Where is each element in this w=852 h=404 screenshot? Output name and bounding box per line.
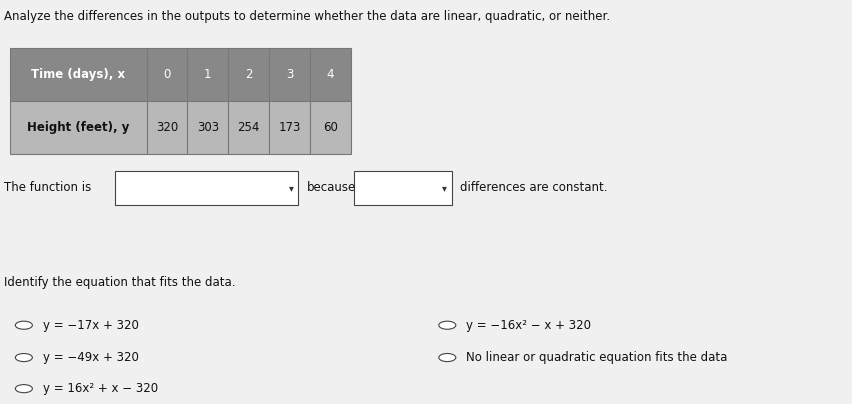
Text: differences are constant.: differences are constant. <box>460 181 607 194</box>
Circle shape <box>15 385 32 393</box>
Text: y = −49x + 320: y = −49x + 320 <box>43 351 139 364</box>
Text: 303: 303 <box>197 121 219 134</box>
Text: y = 16x² + x − 320: y = 16x² + x − 320 <box>43 382 158 395</box>
Text: The function is: The function is <box>4 181 91 194</box>
Text: ▾: ▾ <box>442 183 447 193</box>
Text: No linear or quadratic equation fits the data: No linear or quadratic equation fits the… <box>466 351 728 364</box>
Text: 0: 0 <box>164 68 170 81</box>
FancyBboxPatch shape <box>310 101 351 154</box>
Circle shape <box>439 321 456 329</box>
Text: y = −17x + 320: y = −17x + 320 <box>43 319 139 332</box>
FancyBboxPatch shape <box>228 48 269 101</box>
Text: 4: 4 <box>327 68 334 81</box>
FancyBboxPatch shape <box>147 48 187 101</box>
FancyBboxPatch shape <box>10 101 147 154</box>
Circle shape <box>15 354 32 362</box>
FancyBboxPatch shape <box>228 101 269 154</box>
Text: 1: 1 <box>204 68 211 81</box>
FancyBboxPatch shape <box>187 101 228 154</box>
Circle shape <box>439 354 456 362</box>
FancyBboxPatch shape <box>187 48 228 101</box>
Text: 173: 173 <box>279 121 301 134</box>
Circle shape <box>15 321 32 329</box>
FancyBboxPatch shape <box>10 48 147 101</box>
FancyBboxPatch shape <box>310 48 351 101</box>
Text: because: because <box>307 181 356 194</box>
Text: ▾: ▾ <box>289 183 294 193</box>
Text: 254: 254 <box>238 121 260 134</box>
Text: Height (feet), y: Height (feet), y <box>27 121 130 134</box>
FancyBboxPatch shape <box>147 101 187 154</box>
Text: 60: 60 <box>323 121 338 134</box>
Text: 320: 320 <box>156 121 178 134</box>
FancyBboxPatch shape <box>115 170 298 205</box>
Text: Time (days), x: Time (days), x <box>32 68 125 81</box>
Text: Analyze the differences in the outputs to determine whether the data are linear,: Analyze the differences in the outputs t… <box>4 10 610 23</box>
Text: 3: 3 <box>286 68 293 81</box>
Text: Identify the equation that fits the data.: Identify the equation that fits the data… <box>4 276 236 289</box>
Text: y = −16x² − x + 320: y = −16x² − x + 320 <box>466 319 591 332</box>
FancyBboxPatch shape <box>269 101 310 154</box>
FancyBboxPatch shape <box>269 48 310 101</box>
FancyBboxPatch shape <box>354 170 452 205</box>
Text: 2: 2 <box>245 68 252 81</box>
